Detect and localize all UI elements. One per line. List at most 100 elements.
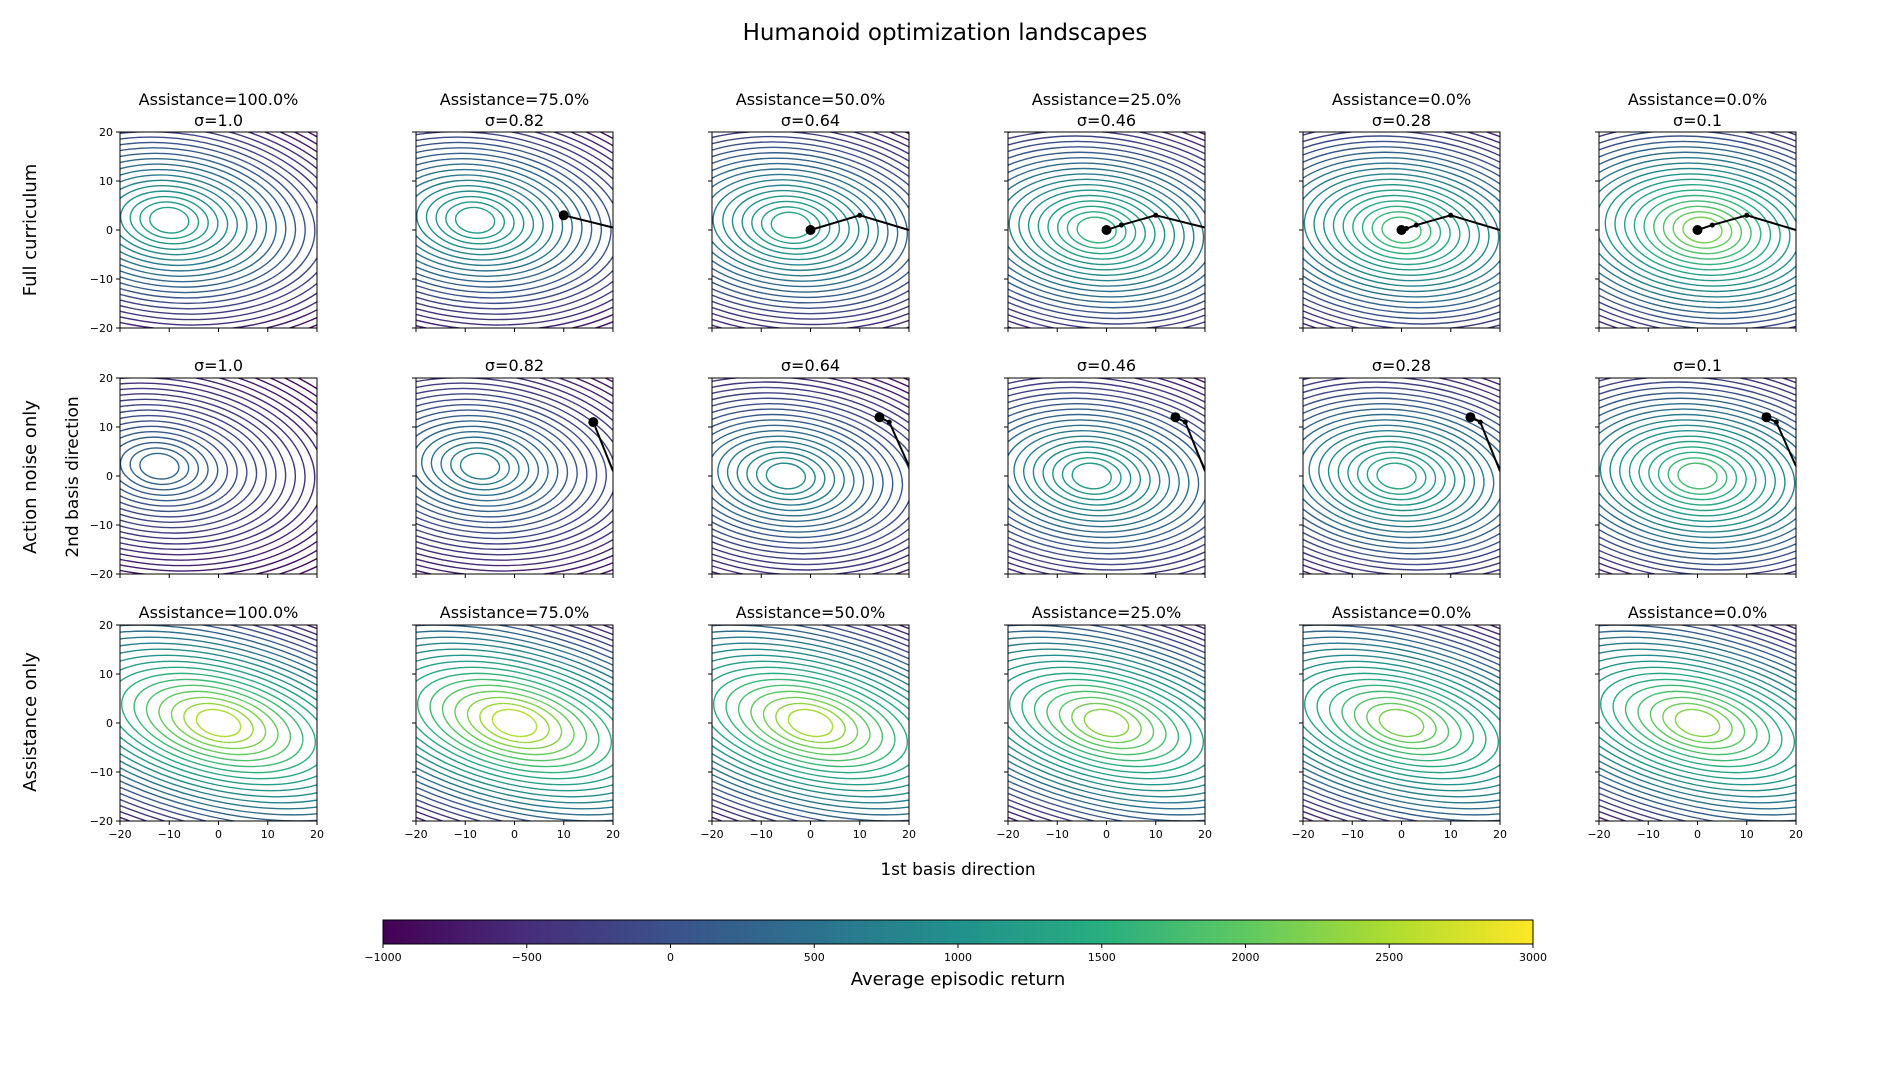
contour-line (120, 666, 317, 780)
contour-line (712, 381, 909, 571)
contour-line (1008, 392, 1205, 560)
x-tick-label: −10 (1046, 828, 1069, 841)
panel-title: Assistance=25.0% (1032, 603, 1182, 622)
colorbar-tick-label: −1000 (364, 951, 401, 964)
x-tick-label: 0 (1398, 828, 1405, 841)
x-tick-label: −20 (700, 828, 723, 841)
panel-title: Assistance=100.0% (139, 603, 299, 622)
colorbar-tick-label: 500 (804, 951, 825, 964)
contour-line (712, 402, 909, 550)
contour-line (1599, 666, 1796, 780)
x-tick-label: −10 (454, 828, 477, 841)
contour-line (1008, 167, 1205, 293)
contour-line (1619, 430, 1776, 522)
y-tick-label: −20 (90, 322, 113, 335)
panel: −20 −10 0 10 20 σ=1.0 (90, 356, 318, 581)
contour-line (120, 436, 209, 496)
contour-line (120, 409, 258, 523)
contour-line (1648, 446, 1747, 506)
contour-lines (120, 132, 317, 328)
contour-line (750, 690, 871, 756)
contour-line (120, 636, 317, 810)
contour-line (183, 702, 254, 744)
x-tick-label: 10 (1740, 828, 1754, 841)
contour-line (430, 436, 530, 496)
trajectory-endpoint (874, 412, 885, 423)
contour-line (1599, 151, 1796, 309)
contour-line (1008, 132, 1205, 328)
contour-lines (1008, 378, 1205, 574)
contour-line (1008, 132, 1205, 328)
contour-line (1599, 625, 1796, 821)
contour-line (120, 630, 317, 816)
contour-line (1303, 660, 1500, 786)
contour-line (120, 141, 306, 299)
contour-line (120, 132, 317, 321)
contour-line (139, 201, 200, 240)
colorbar-gradient (382, 919, 1534, 945)
x-tick-label: 20 (1493, 828, 1507, 841)
trajectory-point (1773, 419, 1779, 425)
panel-title: Assistance=75.0% (440, 603, 590, 622)
contour-line (416, 152, 593, 288)
x-tick-label: 0 (1103, 828, 1110, 841)
contour-line (762, 696, 859, 750)
contour-line (120, 393, 287, 540)
contour-line (1341, 690, 1462, 756)
panel-title: σ=0.28 (1372, 111, 1431, 130)
x-tick-label: −20 (1291, 828, 1314, 841)
contour-line (1008, 648, 1205, 798)
contour-line (712, 132, 909, 328)
contour-line (416, 378, 613, 574)
contour-line (712, 625, 909, 821)
contour-line (1027, 189, 1166, 271)
contour-line (1599, 156, 1796, 304)
contour-line (712, 648, 909, 798)
contour-line (1653, 200, 1752, 260)
contour-line (1303, 162, 1500, 298)
contour-line (416, 382, 613, 551)
x-tick-label: −10 (1637, 828, 1660, 841)
contour-line (1303, 378, 1500, 574)
contour-line (120, 414, 248, 518)
contour-line (1008, 162, 1205, 298)
contour-lines (712, 625, 909, 821)
contour-line (1008, 381, 1205, 571)
figure-title: Humanoid optimization landscapes (743, 20, 1148, 46)
contour-line (765, 462, 807, 490)
contour-line (712, 378, 909, 574)
contour-line (1057, 205, 1137, 255)
panel: σ=0.46 (1004, 356, 1206, 578)
contour-line (1303, 378, 1500, 574)
contour-line (1018, 184, 1176, 276)
contour-line (1008, 173, 1195, 287)
row-labels: Full curriculum Action noise only Assist… (20, 164, 41, 792)
panel-title: σ=0.46 (1077, 356, 1136, 375)
panel-title: Assistance=0.0% (1628, 90, 1767, 109)
contour-line (712, 173, 879, 277)
contour-line (1303, 167, 1500, 293)
contour-line (1599, 625, 1796, 821)
contour-line (1612, 678, 1783, 768)
contour-line (491, 708, 538, 738)
contour-line (120, 179, 238, 261)
panel: Assistance=0.0% σ=0.1 (1595, 90, 1797, 332)
colorbar-tick-label: 3000 (1519, 951, 1547, 964)
contour-line (445, 201, 506, 240)
y-tick-label: −10 (90, 273, 113, 286)
y-tick-label: −10 (90, 519, 113, 532)
contour-line (712, 408, 904, 544)
contour-line (712, 625, 909, 821)
contour-line (1303, 636, 1500, 810)
contour-line (425, 190, 525, 250)
contour-lines (712, 132, 909, 328)
contour-line (712, 132, 909, 328)
contour-line (459, 452, 501, 480)
contour-line (120, 378, 317, 572)
contour-line (129, 195, 209, 245)
contour-line (120, 654, 317, 792)
contour-line (1008, 378, 1205, 574)
contour-line (120, 625, 317, 821)
colorbar-label: Average episodic return (851, 969, 1066, 990)
contour-line (149, 206, 190, 234)
